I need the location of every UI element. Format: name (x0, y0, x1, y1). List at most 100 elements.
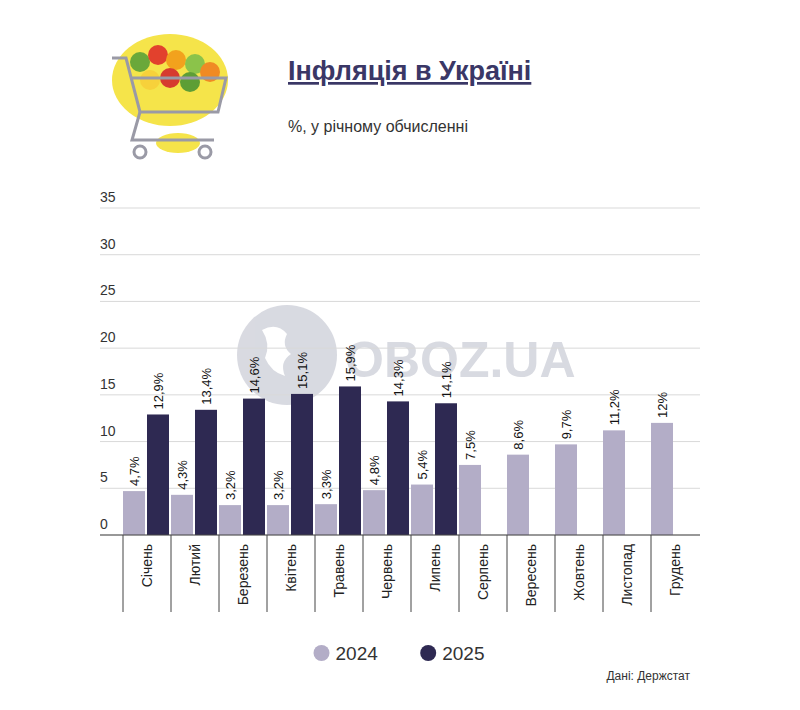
bar (435, 403, 457, 535)
data-label: 15,9% (343, 344, 358, 381)
bar (171, 495, 193, 535)
bar (603, 430, 625, 535)
bar (219, 505, 241, 535)
category-separator (459, 535, 460, 612)
data-label: 3,3% (319, 469, 334, 499)
icon-fruit (166, 50, 186, 70)
grid-line (100, 535, 700, 536)
data-label: 7,5% (463, 430, 478, 460)
title: Інфляція в Україні (288, 56, 531, 86)
icon-blob (112, 34, 228, 126)
data-label: 3,2% (271, 470, 286, 500)
bar (651, 423, 673, 535)
category-separator (363, 535, 364, 612)
cart-icon (112, 34, 228, 158)
bar (315, 504, 337, 535)
x-tick-label: Липень (427, 544, 443, 591)
x-tick-label: Січень (139, 544, 155, 587)
x-tick-label: Квітень (283, 544, 299, 592)
category-separator (123, 535, 124, 612)
y-tick-label: 20 (100, 329, 116, 345)
category-separator (267, 535, 268, 612)
y-tick-label: 0 (100, 516, 108, 532)
grid-line (100, 348, 700, 349)
data-label: 12% (655, 391, 670, 417)
bar (411, 485, 433, 535)
data-label: 4,8% (367, 455, 382, 485)
icon-cart (132, 112, 214, 140)
data-label: 11,2% (607, 389, 622, 425)
icon-cart (112, 58, 226, 112)
x-tick-label: Серпень (475, 544, 491, 600)
bar (459, 465, 481, 535)
x-tick-label: Вересень (523, 544, 539, 607)
category-separator (603, 535, 604, 612)
y-tick-label: 15 (100, 376, 116, 392)
bar (507, 455, 529, 535)
legend-label: 2024 (336, 643, 379, 664)
data-label: 14,3% (391, 359, 406, 396)
bar (363, 490, 385, 535)
icon-wheel (199, 146, 211, 158)
icon-fruit (140, 70, 160, 90)
y-tick-label: 10 (100, 423, 116, 439)
bar (555, 444, 577, 535)
data-label: 15,1% (295, 352, 310, 389)
x-tick-label: Червень (379, 544, 395, 599)
grid-line (100, 208, 700, 209)
category-separator (507, 535, 508, 612)
category-separator (315, 535, 316, 612)
grid-line (100, 254, 700, 255)
category-separator (171, 535, 172, 612)
icon-fruit (180, 72, 200, 92)
icon-blob (156, 133, 200, 153)
category-separator (651, 535, 652, 612)
y-tick-label: 5 (100, 469, 108, 485)
y-tick-label: 25 (100, 282, 116, 298)
data-label: 13,4% (199, 368, 214, 405)
legend-label: 2025 (442, 643, 484, 664)
bar (243, 399, 265, 535)
category-separator (411, 535, 412, 612)
x-tick-label: Березень (235, 544, 251, 605)
category-separator (219, 535, 220, 612)
data-label: 9,7% (559, 409, 574, 439)
bar (147, 414, 169, 535)
category-separator (555, 535, 556, 612)
watermark: OBOZ.UA (237, 305, 576, 405)
data-label: 5,4% (415, 449, 430, 479)
bars (123, 386, 673, 535)
grid-line (100, 301, 700, 302)
data-label: 14,1% (439, 361, 454, 398)
watermark-text: OBOZ.UA (345, 332, 576, 388)
subtitle: %, у річному обчисленні (288, 118, 468, 135)
data-label: 12,9% (151, 372, 166, 409)
icon-wheel (134, 146, 146, 158)
data-label: 14,6% (247, 356, 262, 393)
watermark-globe (262, 327, 291, 376)
background (0, 0, 800, 710)
bar (123, 491, 145, 535)
watermark-globe (237, 305, 337, 405)
data-label: 3,2% (223, 470, 238, 500)
data-labels: 4,7%4,3%3,2%3,2%3,3%4,8%5,4%7,5%8,6%9,7%… (127, 344, 670, 500)
legend: 2024 2025 (314, 643, 485, 664)
x-tick-label: Травень (331, 544, 347, 597)
bar (291, 394, 313, 535)
bar (195, 410, 217, 535)
x-tick-label: Грудень (667, 544, 683, 596)
chart: Інфляція в Україні %, у річному обчисленн… (0, 0, 800, 710)
icon-fruit (130, 52, 150, 72)
bar (267, 505, 289, 535)
y-tick-label: 35 (100, 189, 116, 205)
y-tick-label: 30 (100, 236, 116, 252)
data-label: 4,7% (127, 456, 142, 486)
icon-fruit (148, 45, 168, 65)
bar (387, 401, 409, 535)
legend-swatch (314, 645, 330, 661)
bar (339, 386, 361, 535)
data-label: 4,3% (175, 460, 190, 490)
x-tick-label: Листопад (619, 544, 635, 606)
x-tick-label: Лютий (187, 544, 203, 585)
x-tick-label: Жовтень (571, 544, 587, 601)
